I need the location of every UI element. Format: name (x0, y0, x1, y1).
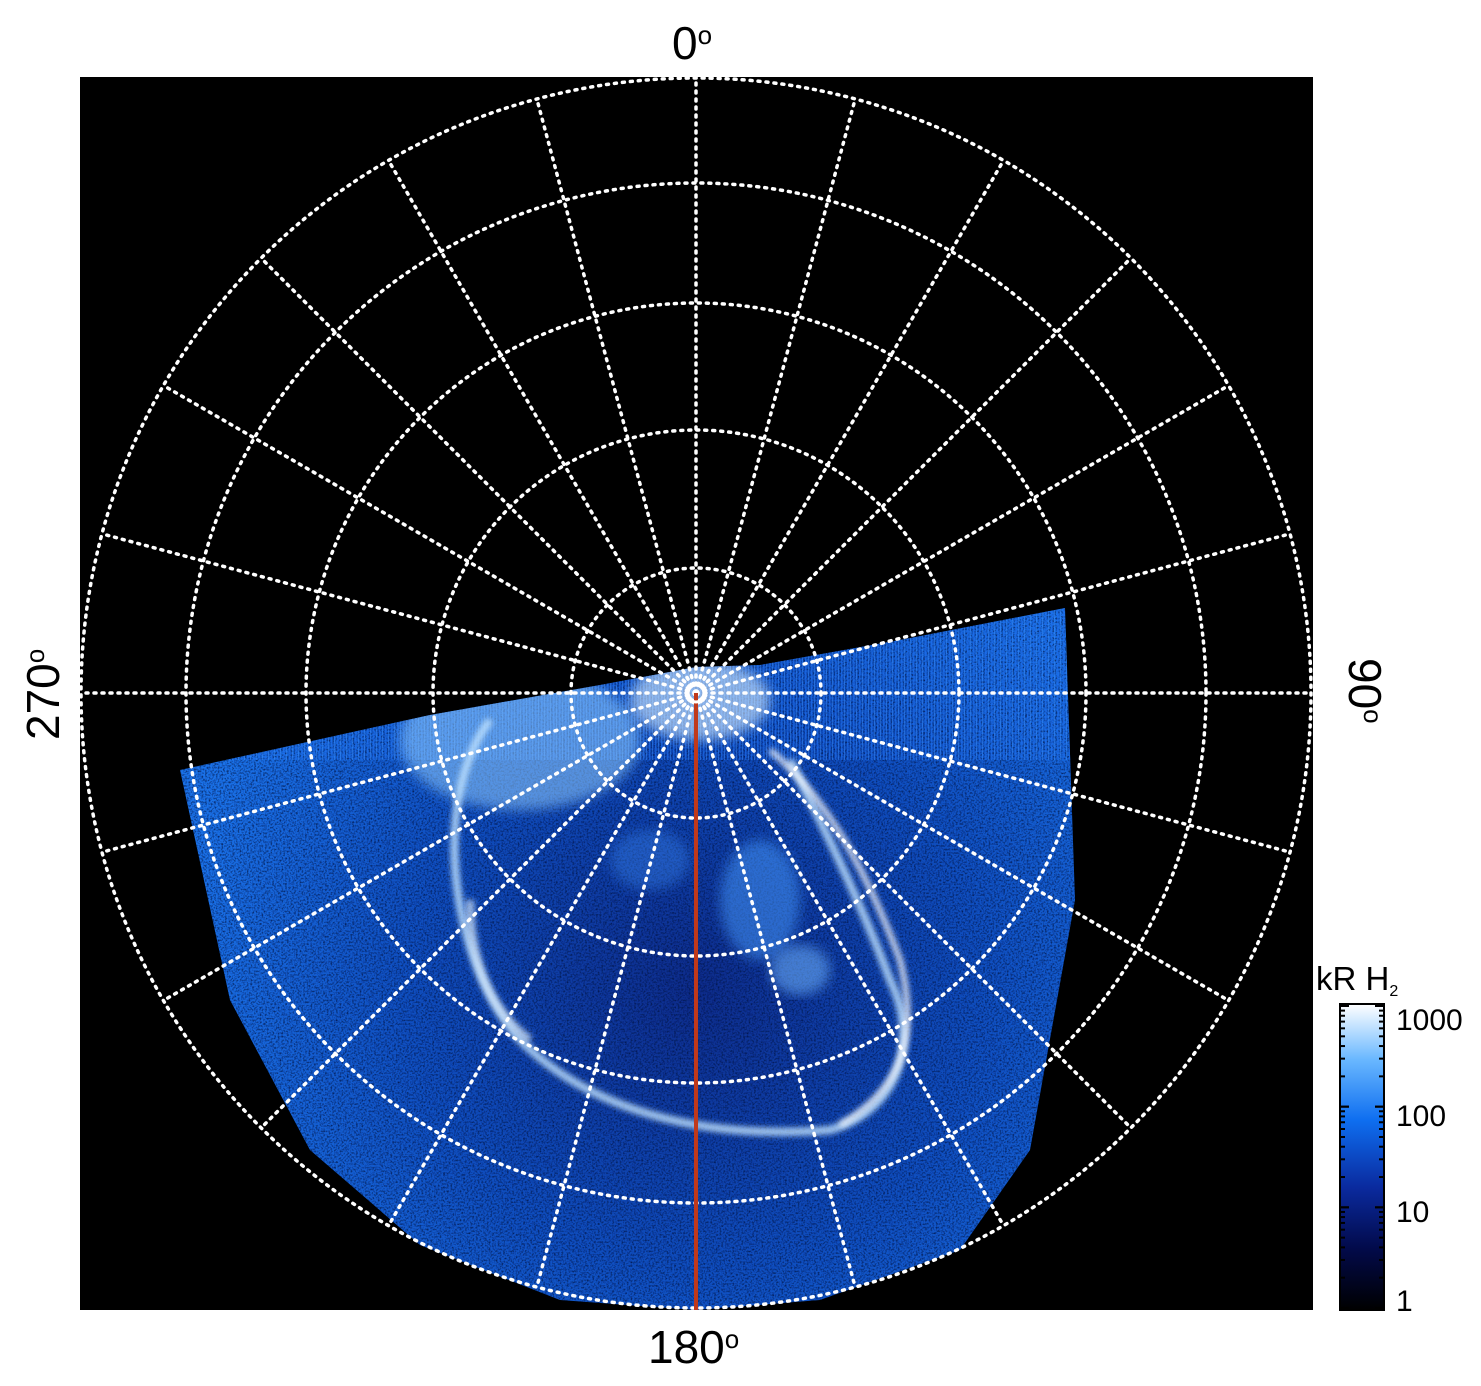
longitude-line (386, 158, 698, 695)
longitude-line (259, 256, 698, 695)
longitude-line (100, 532, 698, 695)
latitude-circle (569, 566, 823, 820)
label-180-degrees: 180o (648, 1321, 740, 1373)
longitude-line (259, 691, 698, 1130)
colorbar-ticks (1340, 1005, 1384, 1309)
polar-grid (80, 77, 1313, 1310)
longitude-line (694, 158, 1006, 695)
longitude-line (535, 691, 698, 1289)
longitude-line (100, 691, 698, 854)
colorbar-tick-label: 1 (1396, 1285, 1413, 1318)
label-0-degrees: 0o (672, 17, 713, 69)
main-auroral-oval (450, 717, 908, 1136)
colorbar-scale (1339, 1003, 1385, 1311)
longitude-line (694, 691, 1231, 1003)
longitude-line (694, 532, 1292, 695)
latitude-circle (304, 301, 1088, 1085)
longitude-line (694, 691, 1006, 1228)
latitude-circle (80, 77, 1313, 1310)
longitude-line (694, 691, 1292, 854)
longitude-line (694, 691, 1133, 1130)
longitude-line (694, 691, 857, 1289)
longitude-line (694, 383, 1231, 695)
colorbar-tick-label: 10 (1396, 1196, 1430, 1229)
longitude-line (161, 691, 698, 1003)
label-90-degrees: 90o (1339, 658, 1391, 724)
colorbar-title: kR H2 (1316, 960, 1399, 1000)
longitude-line (535, 97, 698, 695)
longitude-line (386, 691, 698, 1228)
pole-marker (685, 682, 707, 704)
colorbar-tick-label: 100 (1396, 1100, 1447, 1133)
longitude-line (694, 97, 857, 695)
label-270-degrees: 270o (17, 648, 69, 740)
longitude-line (161, 383, 698, 695)
colorbar-tick-label: 1000 (1396, 1004, 1463, 1037)
longitude-line (694, 256, 1133, 695)
